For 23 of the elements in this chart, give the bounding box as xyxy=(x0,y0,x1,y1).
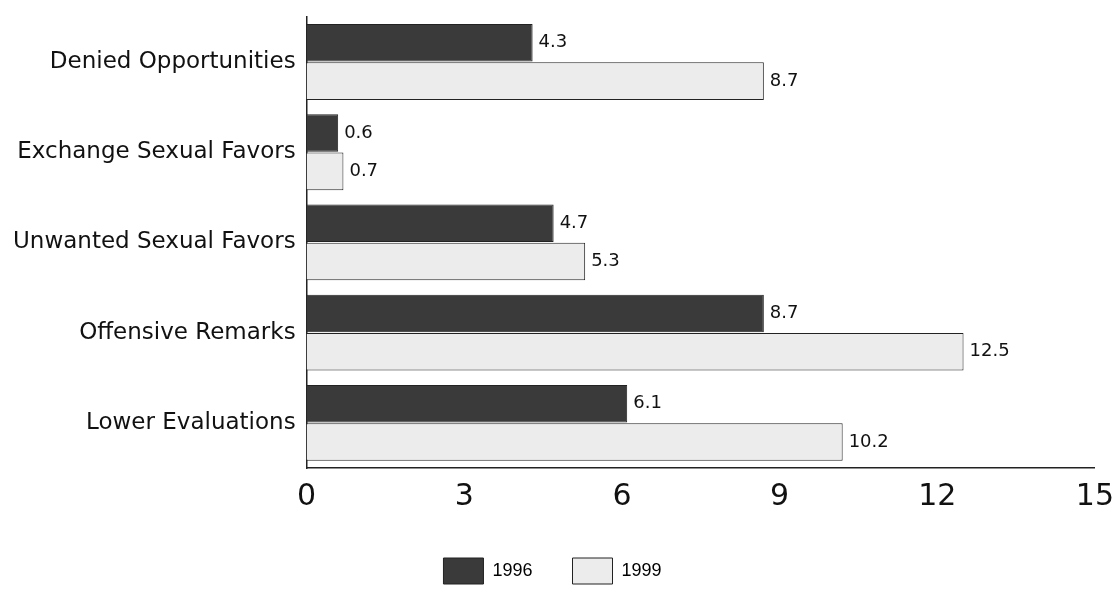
y-tick-label: Exchange Sexual Favors xyxy=(17,137,296,164)
x-tick-label: 12 xyxy=(918,476,957,512)
y-tick-label: Unwanted Sexual Favors xyxy=(13,227,296,254)
data-label: 6.1 xyxy=(633,391,662,413)
y-tick-label: Offensive Remarks xyxy=(79,317,296,344)
x-tick-label: 6 xyxy=(612,476,632,512)
data-label: 8.7 xyxy=(769,68,799,90)
x-tick-label: 0 xyxy=(297,476,317,512)
x-tick-label: 9 xyxy=(770,476,790,512)
data-label: 0.7 xyxy=(349,159,379,181)
y-tick-label: Denied Opportunities xyxy=(49,46,296,73)
legend-label: 1999 xyxy=(621,559,662,580)
data-label: 0.6 xyxy=(344,120,373,142)
data-label: 8.7 xyxy=(769,301,799,323)
data-label: 10.2 xyxy=(848,429,889,451)
x-tick-label: 15 xyxy=(1075,476,1115,512)
legend-label: 1996 xyxy=(492,559,533,580)
x-tick-label: 3 xyxy=(454,476,474,512)
data-label: 4.3 xyxy=(538,30,568,52)
y-tick-label: Lower Evaluations xyxy=(86,407,296,434)
data-label: 4.7 xyxy=(559,210,589,232)
data-label: 5.3 xyxy=(591,249,620,271)
data-label: 12.5 xyxy=(969,339,1010,361)
